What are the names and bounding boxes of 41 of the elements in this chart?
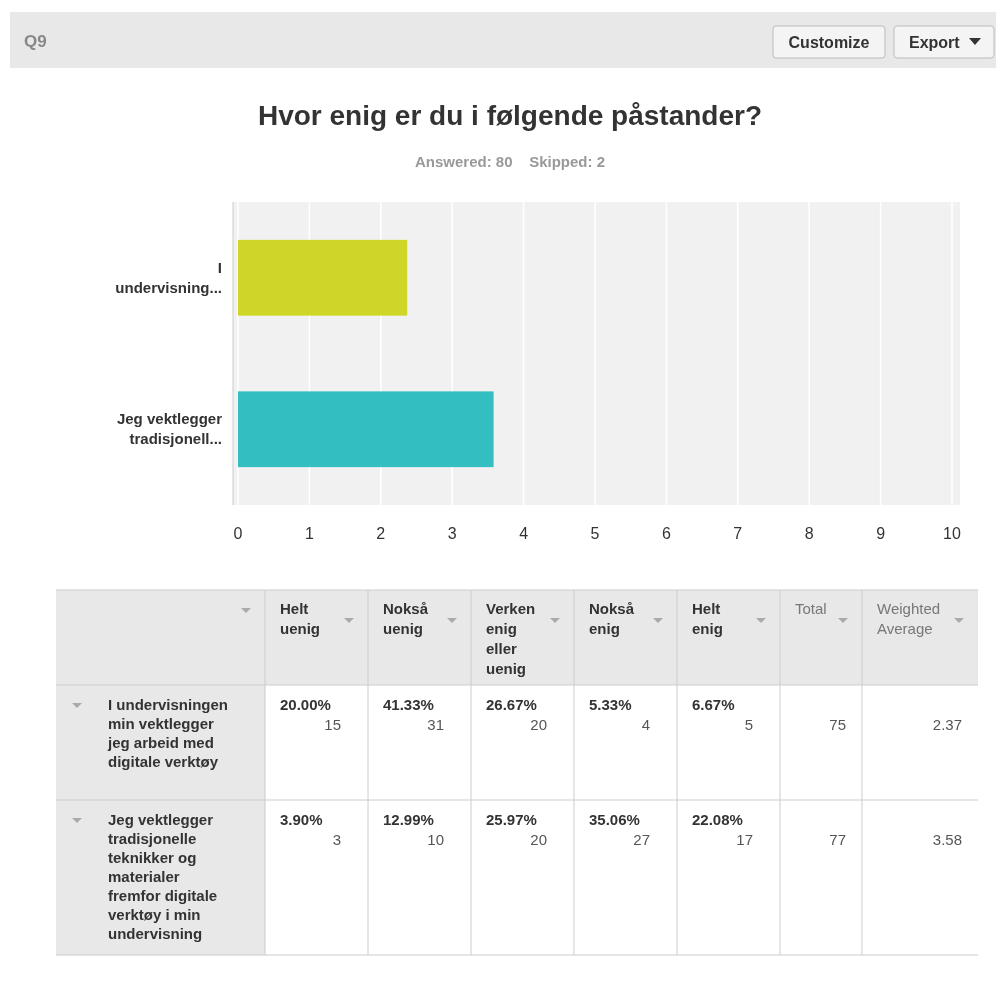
text: Export [909, 34, 961, 51]
category-label: Weighted Average [877, 600, 941, 637]
y-tick-label: Jeg vektlegger tradisjonell... [116, 410, 223, 448]
text: 20.00% 15 [280, 696, 341, 733]
category-label: I undervisningen min vektlegger jeg arbeid med digitale verktøy [108, 696, 229, 770]
x-tick-label: 9 [876, 525, 886, 542]
chart-subtitle: Answered: 80 Skipped: 2 [414, 153, 606, 170]
category-label: Jeg vektlegger tradisjonelle teknikker og materialer fremfor digitale verktøy i min undervisning [108, 811, 218, 942]
y-tick-label: I undervisning... [115, 258, 222, 296]
text: 12.99% 10 [383, 811, 444, 848]
x-tick-label: 5 [590, 525, 600, 542]
text: 2.37 [932, 716, 962, 733]
x-tick-label: 4 [519, 525, 529, 542]
x-tick-label: 0 [233, 525, 243, 542]
text: 5.33% 4 [589, 696, 650, 733]
text: 6.67% 5 [692, 696, 753, 733]
x-tick-label: 10 [943, 525, 961, 542]
text: 26.67% 20 [486, 696, 547, 733]
category-label: Helt uenig [280, 600, 320, 637]
text: 35.06% 27 [589, 811, 650, 848]
text: 22.08% 17 [692, 811, 753, 848]
text: 41.33% 31 [383, 696, 444, 733]
text: 77 [829, 831, 846, 848]
category-label: Nokså uenig [383, 600, 429, 637]
chart-title: Hvor enig er du i følgende påstander? [257, 100, 763, 131]
text: 3.58 [932, 831, 962, 848]
category-label: Helt enig [692, 600, 723, 637]
text: 75 [829, 716, 846, 733]
x-tick-label: 3 [447, 525, 457, 542]
text: Customize [788, 34, 870, 51]
category-label: Total [795, 600, 827, 617]
x-tick-label: 6 [661, 525, 671, 542]
text: Q9 [24, 32, 47, 51]
category-label: Nokså enig [589, 600, 635, 637]
x-tick-label: 7 [733, 525, 743, 542]
category-label: Verken enig eller uenig [486, 600, 536, 677]
x-tick-label: 1 [304, 525, 314, 542]
text: 3.90% 3 [280, 811, 341, 848]
text: 25.97% 20 [486, 811, 547, 848]
x-tick-label: 8 [804, 525, 814, 542]
x-tick-label: 2 [376, 525, 386, 542]
